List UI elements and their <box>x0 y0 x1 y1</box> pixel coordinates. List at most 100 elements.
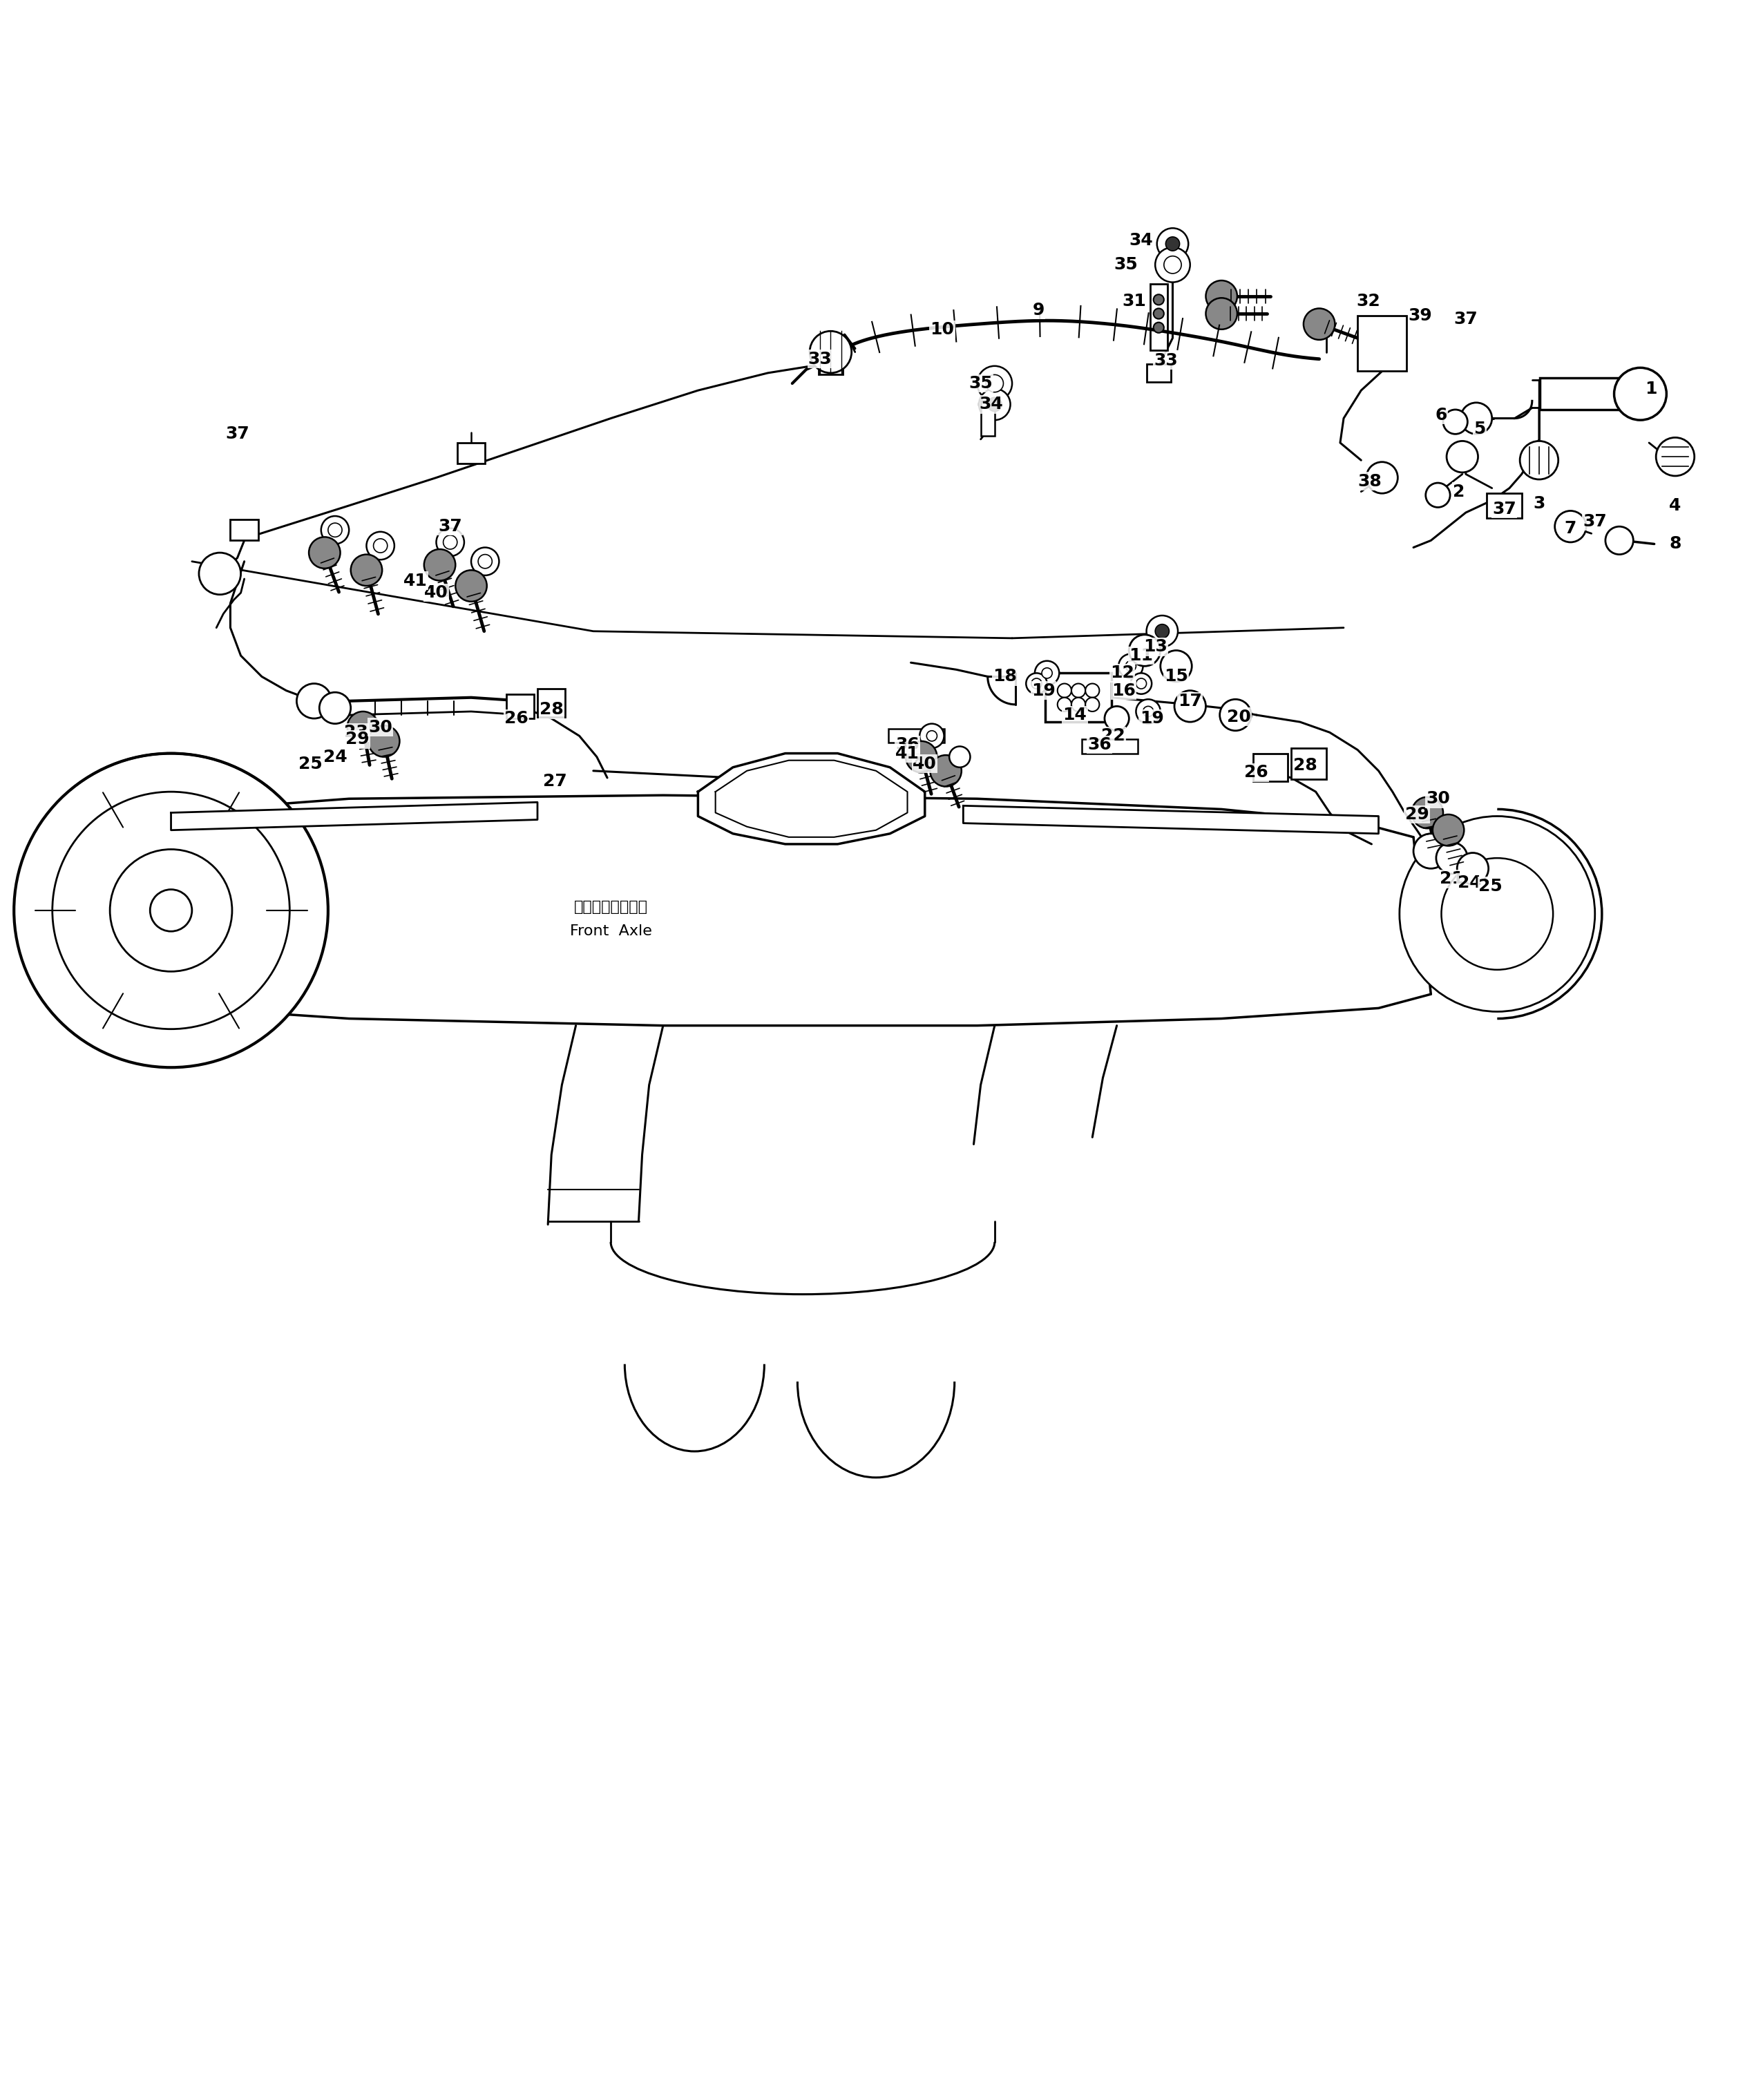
Text: 41: 41 <box>895 746 920 762</box>
Circle shape <box>1433 815 1464 846</box>
Bar <box>1082 739 1138 754</box>
Circle shape <box>1085 697 1099 712</box>
Bar <box>1146 363 1171 382</box>
Bar <box>230 519 258 540</box>
Text: 26: 26 <box>504 710 529 727</box>
Text: 29: 29 <box>1405 806 1429 823</box>
Text: 19: 19 <box>1139 710 1164 727</box>
Text: 28: 28 <box>539 701 564 718</box>
Text: 16: 16 <box>1112 682 1136 699</box>
Text: 30: 30 <box>1426 790 1450 806</box>
Circle shape <box>979 388 1010 420</box>
Bar <box>506 693 534 718</box>
Text: 9: 9 <box>1033 302 1044 319</box>
Circle shape <box>1220 699 1251 731</box>
Bar <box>457 443 485 464</box>
Circle shape <box>1206 281 1237 313</box>
Text: 15: 15 <box>1164 668 1188 685</box>
Circle shape <box>1461 403 1492 435</box>
Text: 7: 7 <box>1565 521 1576 538</box>
Circle shape <box>1304 309 1335 340</box>
Bar <box>537 689 565 716</box>
Circle shape <box>150 890 192 930</box>
Circle shape <box>1071 685 1085 697</box>
Circle shape <box>110 848 232 972</box>
Circle shape <box>1443 410 1468 435</box>
Circle shape <box>1153 309 1164 319</box>
Circle shape <box>1399 817 1595 1012</box>
Text: 28: 28 <box>1293 758 1317 775</box>
Circle shape <box>319 693 351 724</box>
Circle shape <box>1413 834 1448 869</box>
Text: 37: 37 <box>438 519 462 536</box>
Text: 24: 24 <box>1457 874 1482 890</box>
Circle shape <box>1412 798 1443 827</box>
Text: 24: 24 <box>323 748 347 764</box>
Text: 32: 32 <box>1356 294 1380 309</box>
Text: 3: 3 <box>1534 496 1544 512</box>
Circle shape <box>1057 697 1071 712</box>
Circle shape <box>1119 653 1143 678</box>
Circle shape <box>199 552 241 594</box>
Text: 35: 35 <box>968 376 993 393</box>
Text: 38: 38 <box>1358 472 1382 489</box>
Circle shape <box>1131 674 1152 693</box>
Bar <box>1045 674 1112 722</box>
Text: 34: 34 <box>979 397 1003 414</box>
Bar <box>1150 284 1167 351</box>
Circle shape <box>930 756 961 788</box>
Circle shape <box>1136 678 1146 689</box>
Text: 8: 8 <box>1670 536 1680 552</box>
Text: 5: 5 <box>1475 420 1485 437</box>
Circle shape <box>436 529 464 557</box>
Circle shape <box>351 554 382 586</box>
Circle shape <box>810 332 852 374</box>
Circle shape <box>1026 674 1047 693</box>
Text: 40: 40 <box>424 584 448 601</box>
Circle shape <box>309 538 340 569</box>
Bar <box>888 729 944 743</box>
Circle shape <box>1057 685 1071 697</box>
Circle shape <box>1129 634 1160 666</box>
Text: 30: 30 <box>368 718 393 735</box>
Circle shape <box>328 523 342 538</box>
Circle shape <box>478 554 492 569</box>
Text: 29: 29 <box>346 731 370 748</box>
Circle shape <box>1031 678 1042 689</box>
Text: 26: 26 <box>1244 764 1269 781</box>
Circle shape <box>988 397 1002 412</box>
Text: 21: 21 <box>1440 871 1464 888</box>
Circle shape <box>986 374 1003 393</box>
Circle shape <box>1426 483 1450 508</box>
Circle shape <box>1656 437 1694 477</box>
Circle shape <box>1164 256 1181 273</box>
Text: 22: 22 <box>1101 727 1126 743</box>
Circle shape <box>1166 237 1180 250</box>
Text: 37: 37 <box>225 426 250 443</box>
Text: フロントアクスル: フロントアクスル <box>574 901 647 914</box>
Text: 11: 11 <box>1129 647 1153 664</box>
Text: 23: 23 <box>344 724 368 741</box>
Circle shape <box>321 517 349 544</box>
Circle shape <box>1157 229 1188 260</box>
Text: 27: 27 <box>543 773 567 790</box>
Circle shape <box>368 724 400 756</box>
Text: 12: 12 <box>1110 666 1134 680</box>
Polygon shape <box>171 802 537 830</box>
Polygon shape <box>963 806 1379 834</box>
Circle shape <box>1136 699 1160 724</box>
Text: 36: 36 <box>1087 737 1112 754</box>
Text: 20: 20 <box>1227 708 1251 724</box>
Text: 37: 37 <box>1454 311 1478 328</box>
Bar <box>981 401 995 437</box>
Text: 35: 35 <box>1113 256 1138 273</box>
Circle shape <box>1153 294 1164 304</box>
Circle shape <box>1153 323 1164 332</box>
Text: Front  Axle: Front Axle <box>569 924 653 939</box>
Text: 40: 40 <box>913 756 937 773</box>
Circle shape <box>1206 298 1237 330</box>
Text: 10: 10 <box>930 321 955 338</box>
Circle shape <box>443 536 457 550</box>
Circle shape <box>1105 706 1129 731</box>
Text: 4: 4 <box>1670 498 1680 514</box>
